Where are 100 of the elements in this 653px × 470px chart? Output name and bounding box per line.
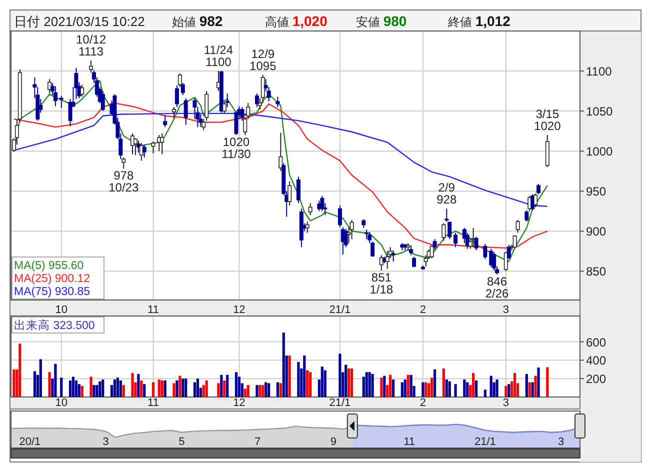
candlestick (59, 95, 64, 108)
bar (160, 380, 164, 397)
candlestick (100, 90, 105, 112)
bar (279, 383, 282, 397)
bar (474, 380, 478, 397)
bar (68, 380, 72, 397)
bar (98, 381, 102, 397)
candlestick (391, 250, 396, 262)
x-tick-label: 3 (558, 436, 564, 448)
bar (472, 373, 475, 397)
x-tick-label: 10 (55, 397, 68, 409)
candlestick (504, 251, 508, 272)
bar (297, 362, 300, 397)
bar (466, 382, 469, 397)
candlestick (80, 84, 84, 98)
candlestick (368, 231, 372, 244)
y-tick-label: 1050 (586, 104, 614, 119)
candlestick (364, 229, 369, 240)
candlestick (409, 245, 414, 256)
candlestick (163, 114, 168, 128)
bar (344, 364, 348, 397)
x-tick-label: 2 (420, 304, 426, 316)
bar (119, 380, 122, 397)
bar (525, 374, 528, 397)
bar (365, 372, 368, 397)
candlestick (430, 245, 434, 259)
candlestick (308, 202, 312, 216)
bar (422, 382, 424, 397)
candlestick (184, 98, 188, 126)
bar (96, 385, 98, 397)
candlestick (160, 132, 164, 155)
candlestick (288, 181, 292, 206)
bar (140, 380, 143, 397)
bar (48, 372, 51, 397)
candlestick (222, 100, 226, 114)
candlestick (483, 243, 488, 260)
bar (338, 354, 342, 397)
bar (430, 378, 434, 397)
y-tick-label: 900 (586, 224, 606, 239)
candlestick (53, 86, 58, 107)
bar (258, 385, 262, 397)
bar (383, 376, 386, 397)
candlestick (474, 236, 478, 251)
candlestick (471, 227, 476, 248)
x-tick-label: 7 (254, 436, 261, 448)
bar (514, 373, 516, 397)
text: MA(5) 955.60 (14, 260, 84, 272)
candlestick (278, 132, 283, 172)
bar (158, 380, 160, 397)
bar (454, 384, 457, 397)
candlestick (172, 106, 176, 120)
bar (350, 368, 354, 397)
bar (131, 373, 134, 397)
bar (90, 376, 92, 397)
candlestick (492, 251, 496, 271)
candlestick (234, 110, 238, 136)
bar (268, 383, 270, 397)
x-tick-label: 20/1 (19, 436, 41, 448)
bar (137, 374, 140, 397)
bar (320, 366, 324, 397)
y-tick-label: 600 (586, 335, 606, 350)
candlestick (276, 96, 280, 108)
bar (410, 374, 412, 397)
bar (406, 374, 410, 397)
x-tick-label: 9 (330, 436, 336, 448)
annotation: 851 1/18 (370, 270, 394, 296)
candlestick (512, 234, 517, 250)
bar (463, 380, 466, 397)
bar (303, 356, 306, 397)
candlestick (454, 232, 458, 248)
candlestick (442, 222, 446, 242)
candlestick (305, 221, 310, 234)
y-tick-label: 1100 (586, 64, 612, 79)
candlestick (174, 84, 179, 108)
candlestick (204, 90, 209, 122)
annotation: 2/9 928 (436, 180, 457, 207)
candlestick (516, 219, 520, 234)
bar (92, 385, 96, 397)
candlestick (202, 118, 206, 131)
bar (116, 378, 119, 397)
candlestick (448, 221, 452, 240)
bar (546, 367, 549, 397)
x-tick-label: 2 (420, 397, 426, 409)
bar (205, 380, 208, 397)
annotation: 978 10/23 (108, 168, 139, 195)
series-label: 出来高 323.500 (14, 318, 95, 332)
candlestick (89, 60, 94, 74)
bar (531, 382, 534, 397)
bar (184, 378, 188, 397)
bar (196, 378, 200, 397)
annotation: 10/12 1113 (76, 32, 106, 59)
bar (371, 374, 374, 397)
bar (172, 383, 176, 397)
bar (54, 364, 57, 397)
bar (113, 380, 116, 397)
bar (182, 378, 184, 397)
y-tick-label: 850 (586, 264, 606, 279)
bar (164, 380, 166, 397)
candlestick (260, 74, 265, 104)
bar (226, 374, 229, 397)
